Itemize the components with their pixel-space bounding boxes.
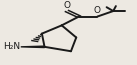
Polygon shape (21, 46, 45, 48)
Text: O: O (94, 6, 101, 15)
Text: O: O (63, 1, 71, 10)
Text: H₂N: H₂N (3, 42, 20, 51)
